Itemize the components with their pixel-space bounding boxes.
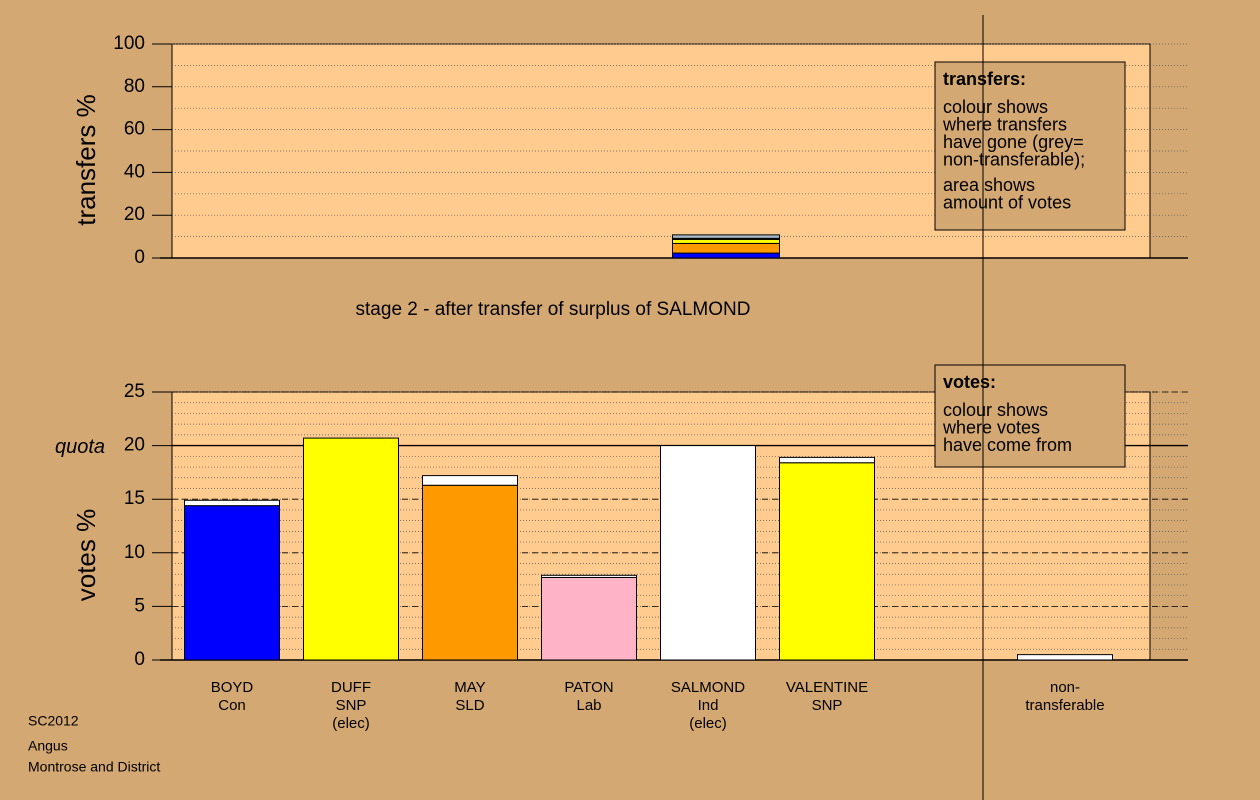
y-tick-label: 80: [124, 76, 145, 97]
note-text: colour shows: [943, 97, 1048, 117]
y-tick-label: 60: [124, 119, 145, 140]
bar-segment: [541, 576, 637, 661]
bar-segment: [541, 574, 637, 578]
y-tick-label: 100: [113, 33, 145, 54]
bar-segment: [1017, 654, 1113, 661]
bar-segment: [184, 505, 280, 661]
y-axis-label: transfers %: [71, 94, 101, 226]
note-title: transfers:: [943, 69, 1026, 89]
bar-segment: [672, 238, 780, 244]
x-tick-label: transferable: [1025, 697, 1104, 714]
footer: Montrose and District: [28, 759, 160, 775]
stage-title: stage 2 - after transfer of surplus of S…: [356, 299, 751, 320]
x-tick-label: Ind: [698, 697, 719, 714]
note-text: area shows: [943, 175, 1035, 195]
x-tick-label: SNP: [336, 697, 367, 714]
y-tick-label: 0: [134, 247, 145, 268]
bar-segment: [422, 475, 518, 486]
y-tick-label: 20: [124, 204, 145, 225]
bar-segment: [672, 242, 780, 254]
footer: SC2012: [28, 713, 79, 729]
bar-segment: [672, 252, 780, 259]
x-tick-label: MAY: [454, 679, 485, 696]
x-tick-label: Con: [218, 697, 246, 714]
bar-segment: [303, 437, 399, 661]
note-text: amount of votes: [943, 192, 1071, 212]
bar-segment: [184, 499, 280, 507]
y-tick-label: 0: [134, 649, 145, 670]
y-tick-label: 10: [124, 542, 145, 563]
x-tick-label: SALMOND: [671, 679, 745, 696]
bar-segment: [672, 234, 780, 239]
y-tick-label: 40: [124, 161, 145, 182]
x-tick-label: PATON: [564, 679, 613, 696]
y-tick-label: 20: [124, 435, 145, 456]
bar-segment: [660, 445, 756, 661]
x-tick-label: (elec): [689, 715, 727, 732]
x-tick-label: non-: [1050, 679, 1080, 696]
note-text: have gone (grey=: [943, 132, 1084, 152]
bar-segment: [779, 456, 875, 464]
x-tick-label: Lab: [576, 697, 601, 714]
x-tick-label: DUFF: [331, 679, 371, 696]
note-title: votes:: [943, 372, 996, 392]
note-text: have come from: [943, 435, 1072, 455]
x-tick-label: BOYD: [211, 679, 254, 696]
note-text: colour shows: [943, 400, 1048, 420]
footer: Angus: [28, 738, 68, 754]
note-box: [934, 364, 1126, 468]
note-text: where transfers: [942, 114, 1067, 134]
y-tick-label: 15: [124, 488, 145, 509]
x-tick-label: (elec): [332, 715, 370, 732]
y-tick-label: 5: [134, 595, 145, 616]
y-axis-label: votes %: [71, 509, 101, 602]
x-tick-label: VALENTINE: [786, 679, 868, 696]
bar-segment: [779, 462, 875, 661]
quota-label: quota: [55, 436, 105, 458]
note-text: non-transferable);: [943, 149, 1085, 169]
x-tick-label: SNP: [812, 697, 843, 714]
note-box: [934, 61, 1126, 231]
bar-segment: [422, 484, 518, 661]
note-text: where votes: [942, 417, 1040, 437]
x-tick-label: SLD: [455, 697, 484, 714]
y-tick-label: 25: [124, 381, 145, 402]
